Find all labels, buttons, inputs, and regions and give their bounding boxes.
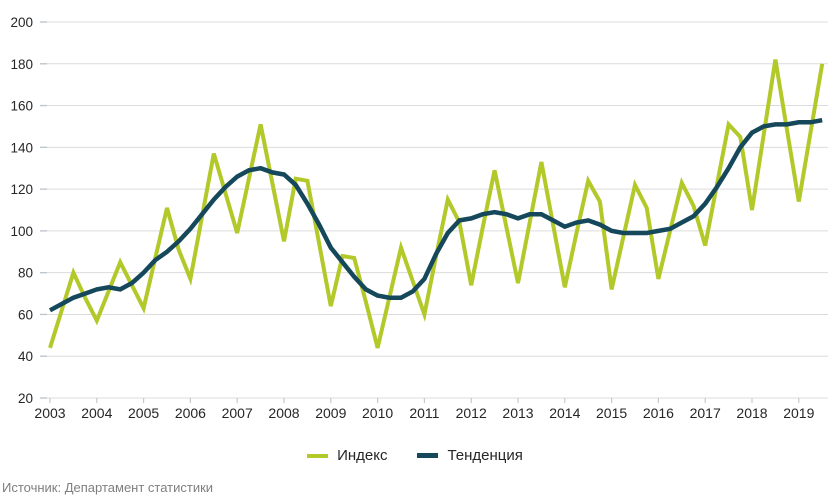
x-axis-year-label: 2006 (175, 405, 206, 421)
y-axis-tick-label: 120 (10, 182, 33, 197)
x-axis-year-label: 2009 (315, 405, 346, 421)
x-axis-year-label: 2014 (549, 405, 580, 421)
x-axis-year-label: 2017 (690, 405, 721, 421)
legend-label-index: Индекс (337, 447, 388, 464)
x-axis-year-label: 2013 (502, 405, 533, 421)
legend-item-index: Индекс (307, 447, 387, 464)
x-axis-year-label: 2010 (362, 405, 393, 421)
x-axis-year-label: 2005 (128, 405, 159, 421)
legend-swatch-index (307, 453, 329, 458)
x-axis-year-label: 2016 (643, 405, 674, 421)
y-axis-tick-label: 140 (10, 140, 33, 155)
x-axis-year-label: 2019 (783, 405, 814, 421)
legend-swatch-trend (417, 453, 439, 458)
source-note: Источник: Департамент статистики (2, 480, 214, 495)
legend-label-trend: Тенденция (447, 447, 523, 464)
y-axis-tick-label: 80 (18, 266, 33, 281)
chart-legend: Индекс Тенденция (0, 447, 830, 464)
y-axis-tick-label: 200 (10, 15, 33, 30)
legend-item-trend: Тенденция (417, 447, 523, 464)
x-axis-year-label: 2012 (456, 405, 487, 421)
y-axis-tick-label: 60 (18, 307, 33, 322)
x-axis-year-label: 2018 (736, 405, 767, 421)
trend-line (48, 117, 823, 313)
x-axis-year-label: 2008 (268, 405, 299, 421)
y-axis-tick-label: 180 (10, 57, 33, 72)
y-axis-tick-label: 160 (10, 99, 33, 114)
y-axis-tick-label: 20 (18, 391, 33, 406)
y-axis-tick-label: 100 (10, 224, 33, 239)
plot-area: 20 40 60 80 100 120 140 160 180 200 2003 2004 2005 20… (10, 15, 828, 421)
x-axis-year-label: 2003 (34, 405, 65, 421)
x-axis-year-label: 2011 (409, 405, 439, 421)
y-axis-tick-label: 40 (18, 349, 33, 364)
x-axis-year-label: 2007 (222, 405, 253, 421)
x-axis-year-label: 2004 (81, 405, 112, 421)
x-axis-year-label: 2015 (596, 405, 627, 421)
